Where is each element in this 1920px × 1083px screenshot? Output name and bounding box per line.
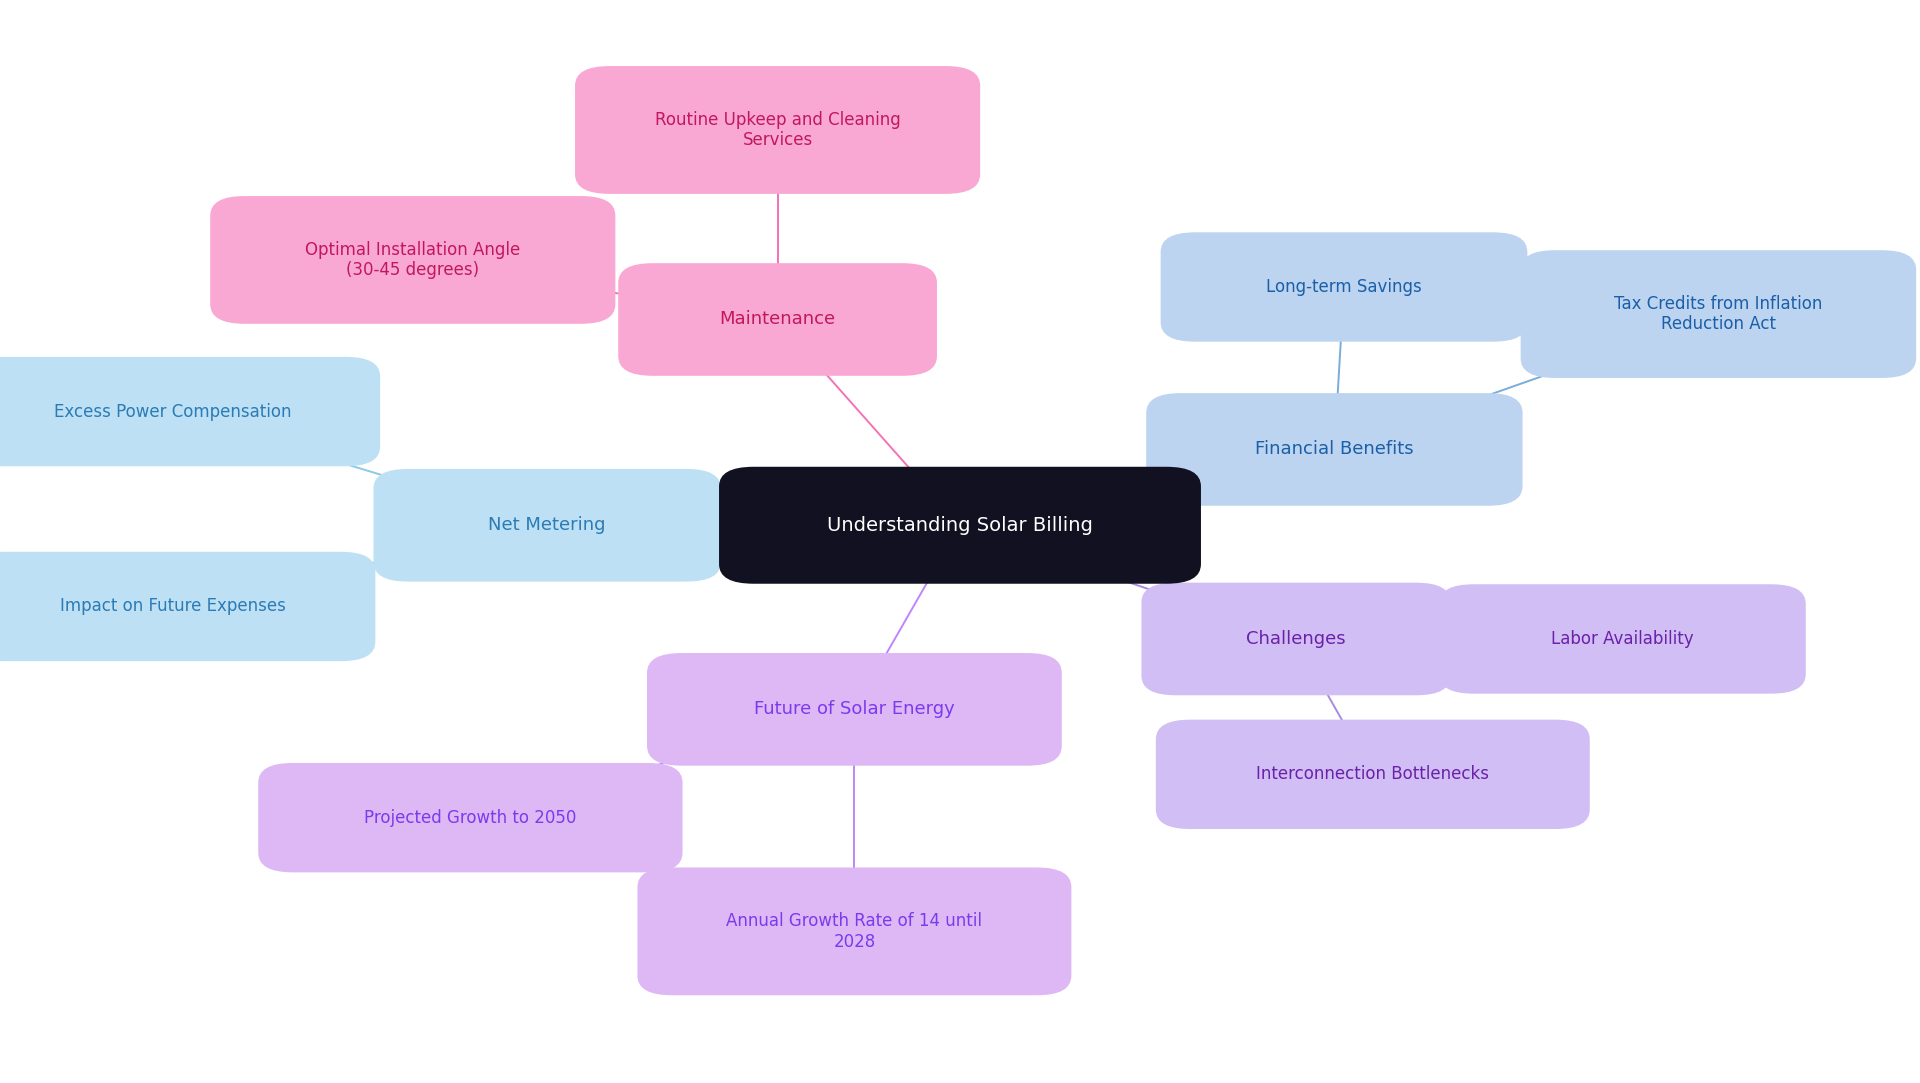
- FancyBboxPatch shape: [618, 263, 937, 376]
- FancyBboxPatch shape: [0, 357, 380, 466]
- Text: Tax Credits from Inflation
Reduction Act: Tax Credits from Inflation Reduction Act: [1615, 295, 1822, 334]
- Text: Routine Upkeep and Cleaning
Services: Routine Upkeep and Cleaning Services: [655, 110, 900, 149]
- FancyBboxPatch shape: [1156, 720, 1590, 830]
- FancyBboxPatch shape: [372, 469, 720, 582]
- Text: Impact on Future Expenses: Impact on Future Expenses: [60, 598, 286, 615]
- Text: Interconnection Bottlenecks: Interconnection Bottlenecks: [1256, 766, 1490, 783]
- Text: Maintenance: Maintenance: [720, 311, 835, 328]
- FancyBboxPatch shape: [637, 867, 1071, 995]
- FancyBboxPatch shape: [1440, 585, 1805, 694]
- Text: Excess Power Compensation: Excess Power Compensation: [54, 403, 292, 420]
- Text: Net Metering: Net Metering: [488, 517, 607, 534]
- Text: Future of Solar Energy: Future of Solar Energy: [755, 701, 954, 718]
- Text: Long-term Savings: Long-term Savings: [1265, 278, 1423, 296]
- FancyBboxPatch shape: [0, 552, 376, 661]
- FancyBboxPatch shape: [718, 467, 1202, 584]
- Text: Labor Availability: Labor Availability: [1551, 630, 1693, 648]
- FancyBboxPatch shape: [1140, 583, 1452, 695]
- FancyBboxPatch shape: [211, 196, 614, 324]
- FancyBboxPatch shape: [647, 653, 1062, 766]
- FancyBboxPatch shape: [1146, 393, 1523, 506]
- Text: Challenges: Challenges: [1246, 630, 1346, 648]
- Text: Optimal Installation Angle
(30-45 degrees): Optimal Installation Angle (30-45 degree…: [305, 240, 520, 279]
- Text: Annual Growth Rate of 14 until
2028: Annual Growth Rate of 14 until 2028: [726, 912, 983, 951]
- FancyBboxPatch shape: [1160, 233, 1526, 342]
- Text: Financial Benefits: Financial Benefits: [1256, 441, 1413, 458]
- FancyBboxPatch shape: [1521, 250, 1916, 378]
- FancyBboxPatch shape: [257, 762, 684, 873]
- Text: Understanding Solar Billing: Understanding Solar Billing: [828, 516, 1092, 535]
- FancyBboxPatch shape: [576, 66, 979, 194]
- Text: Projected Growth to 2050: Projected Growth to 2050: [365, 809, 576, 826]
